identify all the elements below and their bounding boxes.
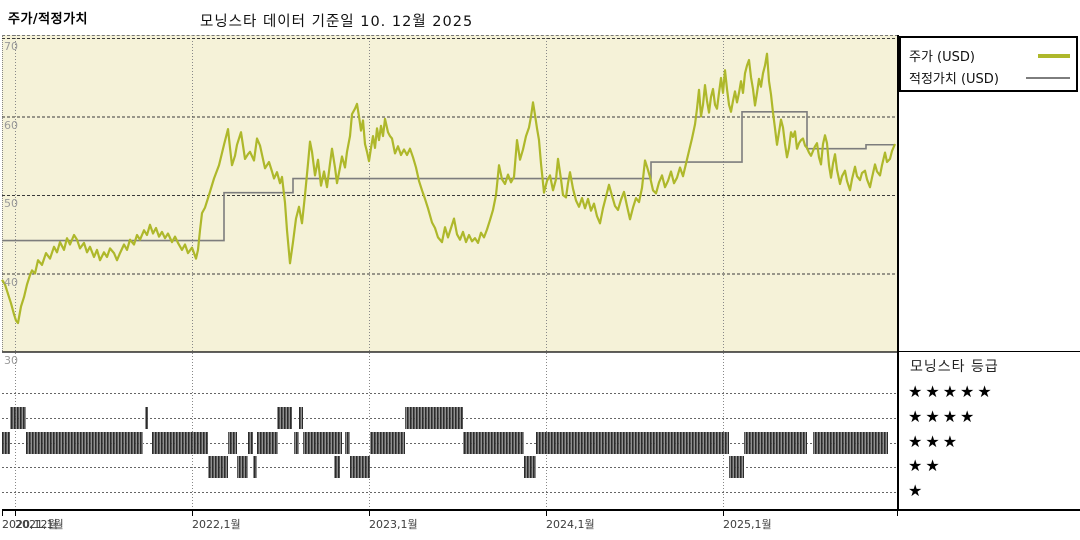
rating-3-star-bar	[26, 432, 143, 454]
rating-timeline-background	[2, 352, 897, 510]
x-axis-line	[2, 509, 1080, 511]
y-tick-label-50: 50	[4, 197, 18, 210]
x-tick-label: 2023,1월	[369, 518, 418, 531]
rating-2-star-bar	[208, 456, 228, 478]
fair-value-legend-label: 적정가치 (USD)	[909, 72, 999, 87]
rating-4-star-bar	[277, 407, 292, 429]
star-row-2: ★★	[908, 456, 943, 475]
rating-panel-divider	[897, 351, 1080, 352]
rating-3-star-bar	[248, 432, 253, 454]
rating-2-star-bar	[729, 456, 744, 478]
y-tick-label-70: 70	[4, 40, 18, 53]
rating-2-star-bar	[350, 456, 370, 478]
fair-value-line	[2, 110, 895, 242]
page-title: 주가/적정가치	[8, 12, 89, 27]
rating-bars	[2, 407, 888, 478]
y-tick-label-40: 40	[4, 275, 18, 289]
rating-panel-title: 모닝스타 등급	[910, 359, 999, 375]
price-legend-label: 주가 (USD)	[909, 50, 975, 65]
price-line	[1, 52, 897, 325]
rating-2-star-bar	[253, 456, 257, 478]
chart-legend: 주가 (USD) 적정가치 (USD)	[899, 36, 1078, 92]
rating-4-star-bar	[145, 407, 148, 429]
legend-row-fair-value: 적정가치 (USD)	[909, 68, 1070, 87]
fair-value-path	[2, 110, 895, 242]
rating-4-star-bar	[299, 407, 303, 429]
x-tick-label: 2020,12월	[2, 518, 58, 531]
legend-row-price: 주가 (USD)	[909, 46, 1070, 65]
axis-ticks	[2, 510, 898, 516]
fair-value-line-swatch	[1026, 76, 1070, 79]
rating-3-star-bar	[303, 432, 342, 454]
price-plot-background	[2, 35, 898, 353]
rating-4-star-bar	[405, 407, 463, 429]
rating-3-star-bar	[2, 432, 10, 454]
rating-3-star-bar	[536, 432, 729, 454]
star-row-4: ★★★★	[908, 407, 978, 426]
price-path	[1, 52, 897, 325]
rating-3-star-bar	[228, 432, 237, 454]
rating-3-star-bar	[744, 432, 807, 454]
rating-3-star-bar	[345, 432, 350, 454]
rating-3-star-bar	[294, 432, 299, 454]
star-row-5: ★★★★★	[908, 382, 995, 401]
chart-title: 모닝스타 데이터 기준일 10. 12월 2025	[200, 14, 474, 30]
y-tick-label-60: 60	[4, 118, 18, 132]
price-fair-value-chart	[1, 35, 898, 516]
rating-3-star-bar	[370, 432, 405, 454]
rating-2-star-bar	[334, 456, 340, 478]
rating-4-star-bar	[10, 407, 26, 429]
x-tick-label: 2025,1월	[723, 518, 772, 531]
star-row-3: ★★★	[908, 432, 961, 451]
price-line-swatch	[1038, 53, 1070, 58]
rating-3-star-bar	[813, 432, 888, 454]
rating-2-star-bar	[524, 456, 536, 478]
rating-3-star-bar	[257, 432, 278, 454]
x-tick-label: 2021,1월	[15, 518, 64, 531]
y-tick-label-30: 30	[4, 354, 18, 367]
x-tick-label: 2022,1월	[192, 518, 241, 531]
star-row-1: ★	[908, 481, 926, 500]
x-tick-label: 2024,1월	[546, 518, 595, 531]
rating-2-star-bar	[237, 456, 248, 478]
panel-separator	[897, 35, 899, 510]
rating-3-star-bar	[463, 432, 524, 454]
rating-3-star-bar	[152, 432, 208, 454]
